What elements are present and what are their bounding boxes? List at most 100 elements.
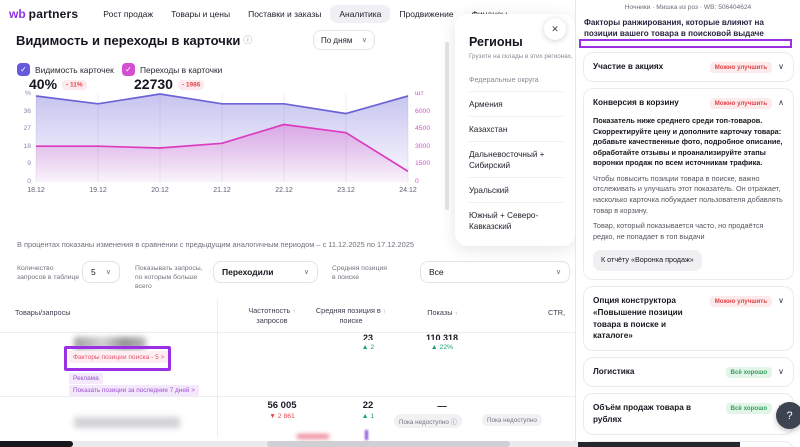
axis-tick-label: 1500 (415, 160, 431, 168)
regions-subtitle: Грузите на склады в этих регионах, (469, 53, 573, 60)
close-icon[interactable]: ✕ (544, 18, 566, 40)
avg-position-select[interactable]: Все ∨ (420, 261, 570, 283)
chevron-up-icon[interactable]: ∧ (778, 98, 784, 107)
factor-cards: Участие в акциях Можно улучшить ∨ Конвер… (576, 52, 800, 447)
regions-list: Федеральные округа Армения Казахстан Дал… (469, 68, 563, 238)
axis-tick-label: 24.12 (399, 187, 417, 194)
axis-tick-label: 27 (23, 125, 31, 133)
top-nav: wb partners Рост продаж Товары и цены По… (0, 0, 575, 28)
visibility-value: 40% - 11% (29, 76, 87, 92)
advice-paragraph: Показатель ниже среднего среди топ-товар… (593, 116, 783, 168)
row1-position-value: 23 (362, 333, 373, 340)
axis-tick-label: 4500 (415, 125, 431, 133)
filter-show-label: Показывать запросы, по которым больше вс… (135, 265, 203, 291)
region-item-ural: Уральский (469, 178, 563, 204)
chevron-down-icon: ∨ (303, 269, 309, 276)
legend-transitions: ✓ Переходы в карточки (122, 63, 222, 76)
visibility-chart: % 36 27 18 9 0 шт 6000 4500 3000 1500 0 18.12 19.12 20… (16, 90, 446, 198)
sales-funnel-report-button[interactable]: К отчёту «Воронка продаж» (593, 250, 702, 271)
row1-position-delta: ▲ 2 (361, 344, 375, 351)
comparison-note: В процентах показаны изменения в сравнен… (17, 240, 414, 249)
nav-item-promotion[interactable]: Продвижение (399, 9, 454, 19)
sort-arrow-icon: ↑ (292, 308, 296, 315)
row1-views-delta: ▲ 22% (430, 344, 454, 351)
col-ctr[interactable]: CTR, (548, 308, 566, 317)
nav-item-sales-growth[interactable]: Рост продаж (103, 9, 154, 19)
factor-card-constructor-option[interactable]: Опция конструктора «Повышение позиции то… (583, 285, 794, 352)
show-positions-link[interactable]: Показать позиции за последние 7 дней > (69, 385, 199, 396)
region-item-armenia: Армения (469, 92, 563, 117)
divider (217, 300, 218, 437)
chevron-down-icon[interactable]: ∨ (778, 367, 784, 377)
transitions-checkbox[interactable]: ✓ (122, 63, 135, 76)
chart-svg (35, 93, 409, 182)
col-views[interactable]: Показы ↑ (427, 308, 458, 317)
annotation-highlight-box (64, 346, 171, 371)
help-icon[interactable]: ? (776, 402, 800, 429)
scrollbar-thumb[interactable] (267, 441, 510, 447)
nav-item-analytics[interactable]: Аналитика (330, 5, 391, 23)
col-frequency[interactable]: Частотность ↑ запросов (248, 306, 296, 326)
info-icon[interactable]: ⓘ (243, 35, 253, 45)
show-queries-select[interactable]: Переходили ∨ (213, 261, 318, 283)
logo-wb: wb (9, 7, 26, 21)
nav-item-goods-prices[interactable]: Товары и цены (171, 9, 231, 19)
ctr-unavailable-badge: Пока недоступно (482, 414, 542, 426)
axis-tick-label: 19.12 (89, 187, 107, 194)
chevron-down-icon: ∨ (555, 269, 561, 276)
axis-tick-label: 6000 (415, 107, 431, 115)
axis-tick-label: 21.12 (213, 187, 231, 194)
chevron-down-icon: ∨ (361, 37, 367, 44)
regions-title: Регионы (469, 35, 523, 49)
col-products[interactable]: Товары/запросы (15, 308, 71, 317)
wb-partners-logo[interactable]: wb partners (9, 7, 78, 21)
divider (0, 396, 575, 397)
status-badge: Можно улучшить (709, 98, 773, 109)
divider (0, 332, 575, 333)
query-count-select[interactable]: 5 ∨ (82, 261, 120, 283)
region-item-kazakhstan: Казахстан (469, 117, 563, 142)
factor-card-sales-volume[interactable]: Объём продаж товара в рублях Всё хорошо … (583, 393, 794, 436)
region-item-south-caucasus: Южный + Северо-Кавказский (469, 211, 539, 232)
axis-tick-label: 3000 (415, 142, 431, 150)
row1-views-value: 110 318 (425, 333, 459, 340)
nav-item-supplies-orders[interactable]: Поставки и заказы (248, 9, 322, 19)
legend-visibility-label: Видимость карточек (35, 64, 114, 75)
cart-conversion-details: Показатель ниже среднего среди топ-товар… (593, 116, 784, 271)
factor-card-promotions[interactable]: Участие в акциях Можно улучшить ∨ (583, 52, 794, 82)
region-item-fareast-siberia: Дальневосточный + Сибирский (469, 142, 563, 178)
row2-position-delta: ▲ 1 (361, 413, 375, 420)
clipped-row-fragment (365, 430, 368, 440)
check-icon: ✓ (125, 65, 132, 74)
legend-transitions-label: Переходы в карточки (140, 64, 223, 75)
scrollbar-thumb-dark[interactable] (0, 441, 73, 447)
axis-tick-label: 23.12 (337, 187, 355, 194)
page-title: Видимость и переходы в карточки ⓘ (16, 33, 253, 48)
factor-card-cart-conversion[interactable]: Конверсия в корзину Можно улучшить ∧ Пок… (583, 88, 794, 280)
vertical-scrollbar[interactable] (445, 42, 449, 210)
sort-arrow-icon: ↑ (382, 308, 387, 315)
product-breadcrumb: Ночники · Мишка из роз · WB: 506404624 (624, 4, 752, 11)
logo-partners: partners (28, 7, 79, 21)
col-position[interactable]: Средняя позиция в ↑ поиске (315, 306, 387, 326)
chevron-down-icon: ∨ (105, 269, 111, 276)
chart-plot-area (35, 93, 409, 187)
info-paragraph: Товар, который показывается часто, но пр… (593, 221, 764, 241)
chevron-down-icon[interactable]: ∨ (778, 295, 784, 305)
product-name-blurred[interactable] (74, 417, 180, 428)
search-position-factors-link[interactable]: Факторы позиции поиска - 5 > (69, 351, 169, 363)
axis-tick-label: 9 (27, 160, 31, 168)
visibility-checkbox[interactable]: ✓ (17, 63, 30, 76)
row2-position-value: 22 (362, 400, 374, 411)
axis-tick-label: % (24, 90, 31, 97)
period-select[interactable]: По дням ∨ (313, 30, 375, 50)
row2-frequency-delta: ▼ 2 861 (269, 413, 295, 420)
sort-arrow-icon: ↑ (454, 310, 458, 317)
axis-tick-label: 18 (23, 142, 31, 150)
period-select-value: По дням (321, 35, 353, 45)
ranking-factors-sidebar: Ночники · Мишка из роз · WB: 506404624 Ф… (575, 0, 800, 447)
axis-tick-label: 0 (27, 178, 31, 185)
ad-tag[interactable]: Реклама (69, 373, 103, 384)
chevron-down-icon[interactable]: ∨ (778, 62, 784, 71)
factor-card-logistics[interactable]: Логистика Всё хорошо ∨ (583, 357, 794, 388)
